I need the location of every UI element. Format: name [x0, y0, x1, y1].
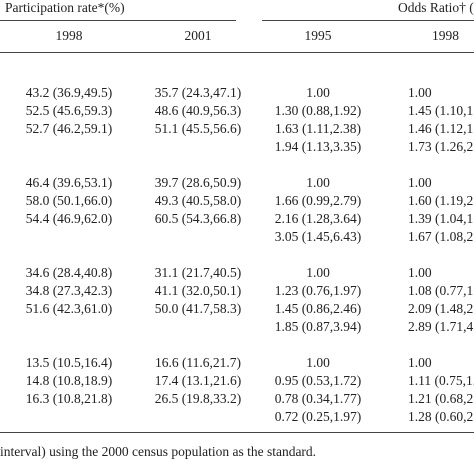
cell: 1.94 (1.13,3.35) — [274, 139, 362, 154]
cell: 0.78 (0.34,1.77) — [274, 391, 362, 406]
cell: 35.7 (24.3,47.1) — [154, 85, 242, 100]
cell: 1.73 (1.26,2 — [408, 139, 474, 154]
cell: 13.5 (10.5,16.4) — [25, 355, 113, 370]
cell: 2.16 (1.28,3.64) — [274, 211, 362, 226]
cell: 31.1 (21.7,40.5) — [154, 265, 242, 280]
group-header: Participation rate*(%) — [5, 0, 125, 15]
group-header: Odds Ratio† (95 — [398, 0, 474, 15]
cell: 1.60 (1.19,2. — [408, 193, 474, 208]
column-header: 1998 — [432, 28, 459, 43]
cell: 34.8 (27.3,42.3) — [25, 283, 113, 298]
cell: 0.72 (0.25,1.97) — [274, 409, 362, 424]
cell: 58.0 (50.1,66.0) — [25, 193, 113, 208]
cell: 1.45 (0.86,2.46) — [274, 301, 362, 316]
column-header: 1995 — [304, 28, 332, 43]
cell: 26.5 (19.8,33.2) — [154, 391, 242, 406]
cell: 1.00 — [408, 265, 432, 280]
cell: 1.39 (1.04,1. — [408, 211, 474, 226]
cell: 2.89 (1.71,4. — [408, 319, 474, 334]
cell: 54.4 (46.9,62.0) — [25, 211, 113, 226]
cell: 1.85 (0.87,3.94) — [274, 319, 362, 334]
rule — [262, 20, 474, 21]
cell: 34.6 (28.4,40.8) — [25, 265, 113, 280]
column-header: 1998 — [55, 28, 83, 43]
cell: 1.45 (1.10,1. — [408, 103, 474, 118]
cell: 1.00 — [408, 355, 432, 370]
footnote: interval) using the 2000 census populati… — [0, 444, 317, 459]
cell: 1.00 — [306, 355, 330, 370]
cell: 41.1 (32.0,50.1) — [154, 283, 242, 298]
cell: 1.00 — [408, 85, 432, 100]
cell: 1.00 — [306, 265, 330, 280]
cell: 1.30 (0.88,1.92) — [274, 103, 362, 118]
cell: 1.08 (0.77,1. — [408, 283, 474, 298]
cell: 43.2 (36.9,49.5) — [25, 85, 113, 100]
cell: 52.5 (45.6,59.3) — [25, 103, 113, 118]
cell: 50.0 (41.7,58.3) — [154, 301, 242, 316]
cell: 14.8 (10.8,18.9) — [25, 373, 113, 388]
cell: 1.21 (0.68,2. — [408, 391, 474, 406]
cell: 1.00 — [408, 175, 432, 190]
cell: 1.67 (1.08,2. — [408, 229, 474, 244]
cell: 16.6 (11.6,21.7) — [154, 355, 242, 370]
cell: 1.28 (0.60,2. — [408, 409, 474, 424]
cell: 1.00 — [306, 175, 330, 190]
cell: 1.23 (0.76,1.97) — [274, 283, 362, 298]
cell: 17.4 (13.1,21.6) — [154, 373, 242, 388]
cell: 51.6 (42.3,61.0) — [25, 301, 113, 316]
cell: 49.3 (40.5,58.0) — [154, 193, 242, 208]
cell: 1.63 (1.11,2.38) — [274, 121, 362, 136]
cell: 3.05 (1.45,6.43) — [274, 229, 362, 244]
cell: 1.46 (1.12,1. — [408, 121, 474, 136]
cell: 1.00 — [306, 85, 330, 100]
cell: 52.7 (46.2,59.1) — [25, 121, 113, 136]
cell: 0.95 (0.53,1.72) — [274, 373, 362, 388]
cell: 51.1 (45.5,56.6) — [154, 121, 242, 136]
cell: 1.66 (0.99,2.79) — [274, 193, 362, 208]
rule — [0, 20, 236, 21]
cell: 1.11 (0.75,1. — [408, 373, 474, 388]
cell: 2.09 (1.48,2. — [408, 301, 474, 316]
cell: 46.4 (39.6,53.1) — [25, 175, 113, 190]
cell: 48.6 (40.9,56.3) — [154, 103, 242, 118]
column-header: 2001 — [184, 28, 212, 43]
cell: 60.5 (54.3,66.8) — [154, 211, 242, 226]
rule — [0, 432, 474, 433]
rule — [0, 52, 474, 53]
cell: 39.7 (28.6,50.9) — [154, 175, 242, 190]
cell: 16.3 (10.8,21.8) — [25, 391, 113, 406]
